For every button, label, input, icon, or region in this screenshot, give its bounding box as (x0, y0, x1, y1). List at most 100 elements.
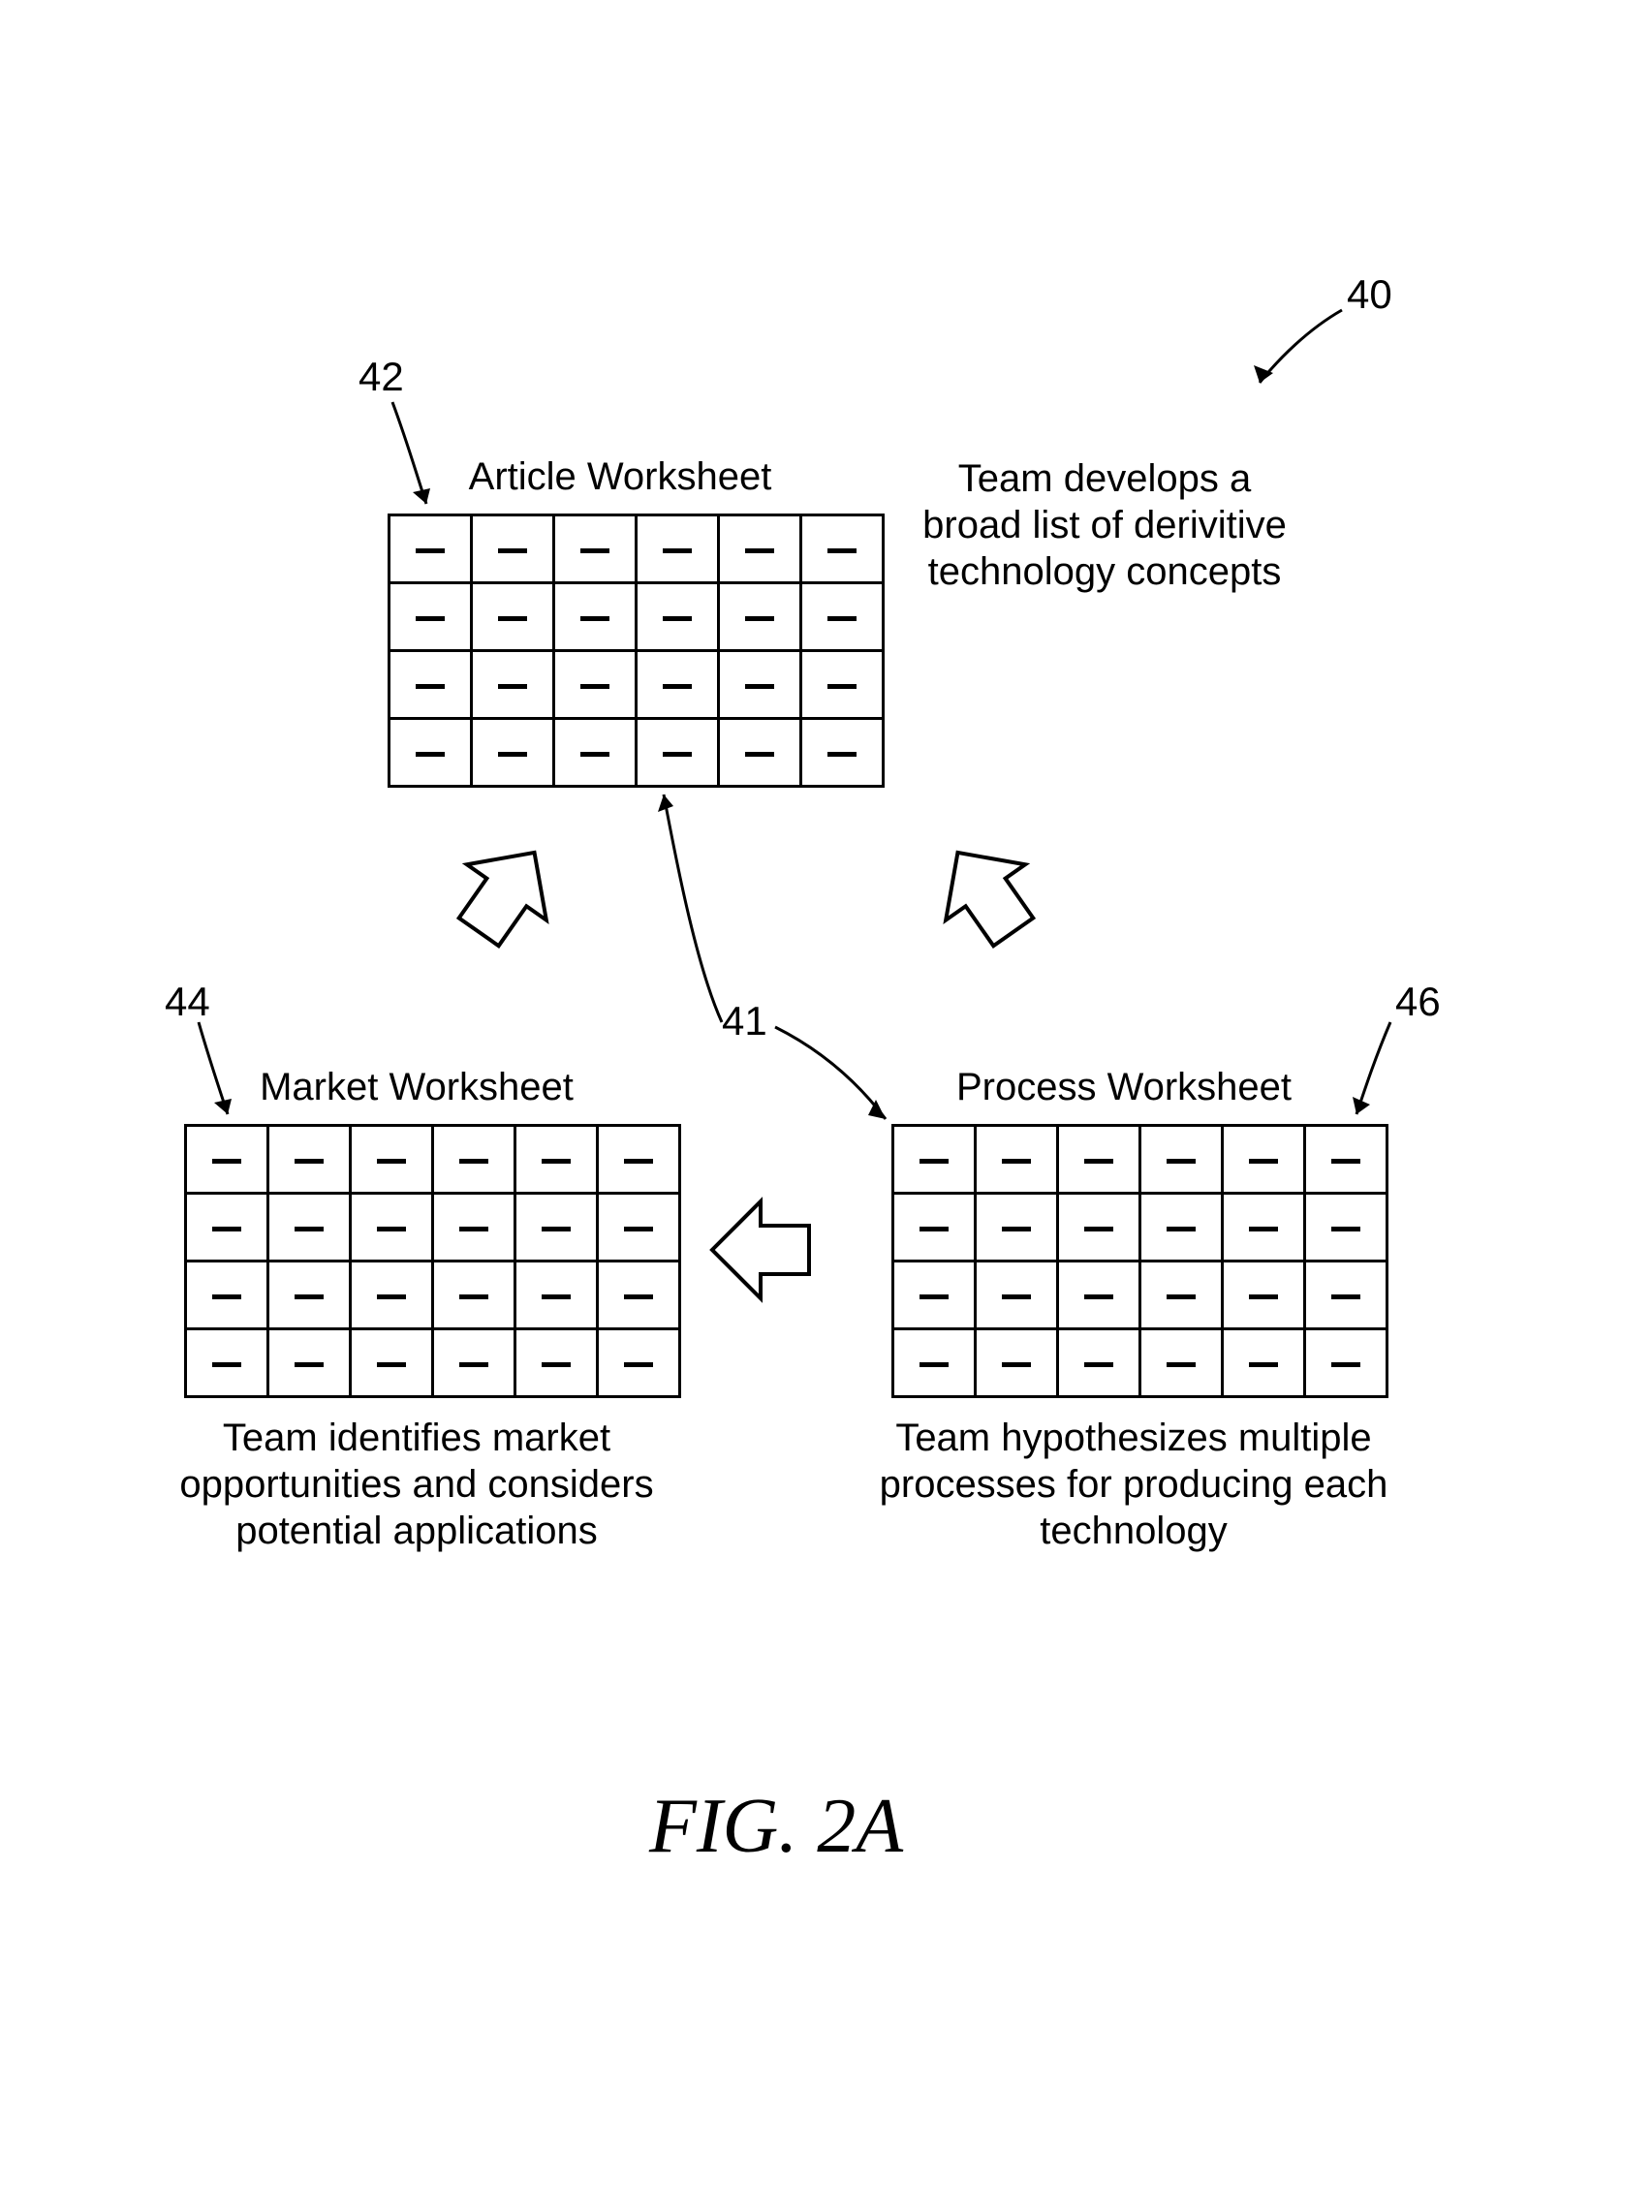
cell-tick (1002, 1294, 1031, 1299)
ref-41: 41 (722, 998, 767, 1044)
cell-tick (416, 752, 445, 757)
market-cell (186, 1194, 268, 1262)
market-cell (433, 1194, 515, 1262)
article-caption-l2: broad list of derivitive (922, 504, 1287, 546)
process-cell (1140, 1126, 1223, 1194)
market-cell (351, 1262, 433, 1329)
market-cell (515, 1126, 598, 1194)
cell-tick (498, 616, 527, 621)
article-cell (390, 515, 472, 583)
cell-tick (745, 548, 774, 553)
cell-tick (212, 1159, 241, 1164)
process-cell (976, 1194, 1058, 1262)
arrow-article-to-market (439, 825, 574, 959)
process-cell (893, 1126, 976, 1194)
cell-tick (1167, 1362, 1196, 1367)
market-cell (351, 1329, 433, 1397)
article-cell (719, 651, 801, 719)
process-caption-l1: Team hypothesizes multiple (895, 1417, 1371, 1459)
cell-tick (663, 684, 692, 689)
cell-tick (1331, 1294, 1360, 1299)
cell-tick (624, 1227, 653, 1231)
market-caption-l3: potential applications (235, 1510, 598, 1552)
article-cell (390, 651, 472, 719)
market-cell (268, 1262, 351, 1329)
cell-tick (1331, 1227, 1360, 1231)
process-cell (976, 1329, 1058, 1397)
process-cell (893, 1194, 976, 1262)
article-cell (637, 515, 719, 583)
process-grid (891, 1124, 1388, 1398)
cell-tick (624, 1294, 653, 1299)
cell-tick (1331, 1159, 1360, 1164)
arrow-market-to-process (712, 1201, 809, 1298)
process-caption: Team hypothesizes multiple processes for… (843, 1415, 1424, 1554)
ref-42: 42 (358, 354, 404, 400)
cell-tick (1249, 1227, 1278, 1231)
article-cell (554, 651, 637, 719)
lead-41-right (775, 1027, 886, 1119)
market-cell (268, 1126, 351, 1194)
cell-tick (745, 684, 774, 689)
article-cell (719, 719, 801, 787)
process-cell (976, 1262, 1058, 1329)
market-cell (351, 1194, 433, 1262)
cell-tick (663, 548, 692, 553)
market-cell (268, 1329, 351, 1397)
cell-tick (459, 1159, 488, 1164)
cell-tick (498, 752, 527, 757)
ref-44: 44 (165, 979, 210, 1025)
market-cell (186, 1126, 268, 1194)
article-cell (637, 583, 719, 651)
process-cell (1058, 1329, 1140, 1397)
market-caption: Team identifies market opportunities and… (126, 1415, 707, 1554)
cell-tick (1249, 1159, 1278, 1164)
article-cell (801, 515, 884, 583)
process-caption-l2: processes for producing each (880, 1463, 1388, 1506)
cell-tick (212, 1294, 241, 1299)
market-caption-l1: Team identifies market (223, 1417, 610, 1459)
market-cell (598, 1126, 680, 1194)
cell-tick (416, 684, 445, 689)
cell-tick (1331, 1362, 1360, 1367)
ref-46: 46 (1395, 979, 1441, 1025)
lead-42 (392, 402, 426, 504)
process-cell (1305, 1126, 1387, 1194)
cell-tick (295, 1227, 324, 1231)
market-cell (515, 1329, 598, 1397)
cell-tick (377, 1159, 406, 1164)
article-caption-l3: technology concepts (928, 550, 1282, 593)
market-cell (351, 1126, 433, 1194)
market-cell (433, 1262, 515, 1329)
cell-tick (212, 1362, 241, 1367)
cell-tick (416, 616, 445, 621)
article-caption: Team develops a broad list of derivitive… (891, 455, 1318, 595)
process-cell (1305, 1194, 1387, 1262)
cell-tick (663, 752, 692, 757)
article-caption-l1: Team develops a (958, 457, 1251, 500)
cell-tick (827, 752, 857, 757)
market-cell (515, 1262, 598, 1329)
cell-tick (745, 616, 774, 621)
market-cell (268, 1194, 351, 1262)
cell-tick (663, 616, 692, 621)
cell-tick (1249, 1294, 1278, 1299)
cell-tick (295, 1362, 324, 1367)
cell-tick (542, 1159, 571, 1164)
cell-tick (498, 548, 527, 553)
cell-tick (498, 684, 527, 689)
market-grid (184, 1124, 681, 1398)
process-title: Process Worksheet (930, 1066, 1318, 1109)
market-cell (598, 1329, 680, 1397)
lead-40 (1260, 310, 1342, 383)
article-cell (637, 719, 719, 787)
process-cell (1223, 1194, 1305, 1262)
market-cell (186, 1329, 268, 1397)
cell-tick (459, 1294, 488, 1299)
market-cell (515, 1194, 598, 1262)
cell-tick (745, 752, 774, 757)
cell-tick (920, 1159, 949, 1164)
cell-tick (377, 1294, 406, 1299)
article-cell (719, 583, 801, 651)
cell-tick (377, 1362, 406, 1367)
